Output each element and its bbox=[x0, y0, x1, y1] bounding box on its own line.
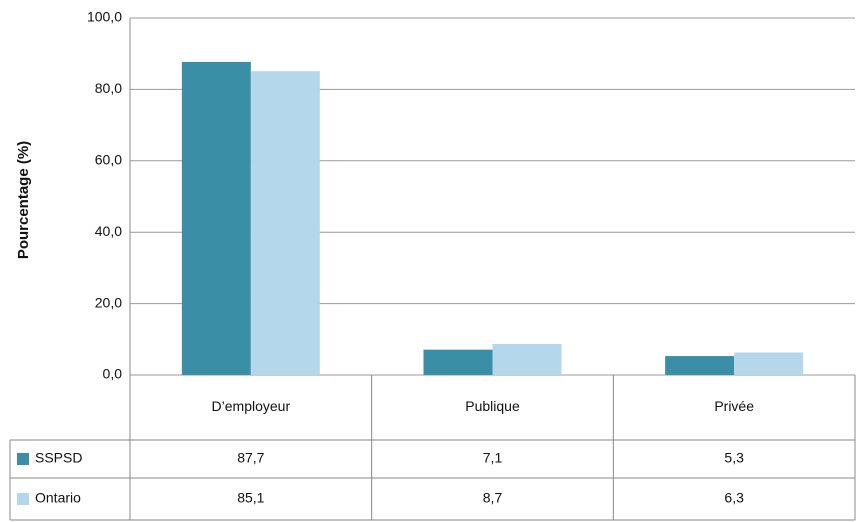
x-tick-label: D’employeur bbox=[212, 398, 291, 414]
y-tick-label: 40,0 bbox=[95, 223, 122, 239]
y-tick-label: 60,0 bbox=[95, 152, 122, 168]
y-axis-label: Pourcentage (%) bbox=[15, 141, 32, 259]
x-tick-label: Privée bbox=[714, 398, 754, 414]
table-value: 87,7 bbox=[237, 450, 264, 466]
y-tick-label: 20,0 bbox=[95, 294, 122, 310]
table-value: 85,1 bbox=[237, 490, 264, 506]
legend-label: Ontario bbox=[35, 490, 81, 506]
table-value: 8,7 bbox=[483, 490, 503, 506]
bar bbox=[250, 71, 320, 376]
legend-label: SSPSD bbox=[35, 450, 82, 466]
y-tick-label: 80,0 bbox=[95, 80, 122, 96]
bar bbox=[492, 343, 562, 375]
bar bbox=[423, 349, 493, 375]
bar bbox=[181, 61, 251, 375]
y-tick-label: 0,0 bbox=[103, 366, 123, 382]
table-value: 6,3 bbox=[724, 490, 744, 506]
legend-swatch bbox=[17, 493, 29, 505]
table-value: 7,1 bbox=[483, 450, 503, 466]
legend-swatch bbox=[17, 453, 29, 465]
y-tick-label: 100,0 bbox=[87, 9, 122, 25]
x-tick-label: Publique bbox=[465, 398, 520, 414]
table-value: 5,3 bbox=[724, 450, 744, 466]
bar bbox=[665, 356, 735, 375]
bar bbox=[734, 352, 804, 375]
